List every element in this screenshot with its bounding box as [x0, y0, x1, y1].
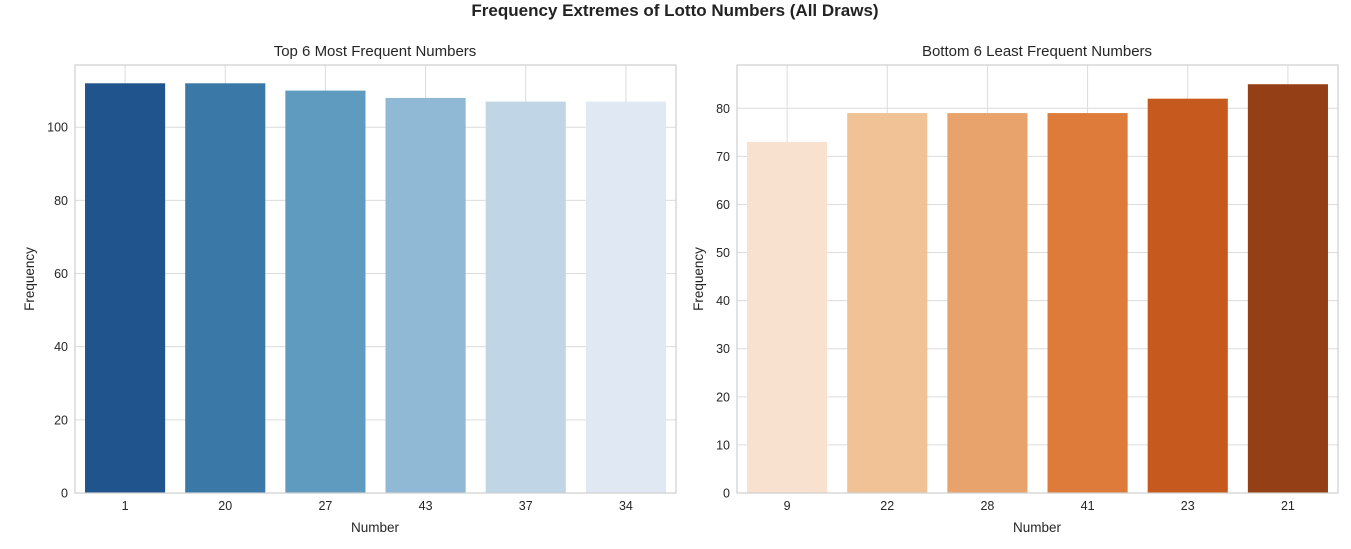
x-tick-label: 22 [880, 499, 894, 513]
bar [1047, 113, 1128, 493]
bar [385, 97, 466, 493]
x-tick-label: 37 [519, 499, 533, 513]
y-tick-label: 50 [716, 246, 730, 260]
chart-top-frequent: Top 6 Most Frequent Numbers 0 20 40 60 80 100… [22, 43, 677, 535]
y-tick-label: 80 [716, 102, 730, 116]
plot-frame [74, 64, 677, 494]
bar [185, 83, 266, 494]
y-tick-label: 10 [716, 438, 730, 452]
bars [747, 84, 1328, 494]
y-tick-label: 0 [61, 487, 68, 501]
bar [1247, 84, 1328, 493]
x-tick-label: 43 [419, 499, 433, 513]
y-tick-label: 100 [47, 121, 68, 135]
bar [747, 141, 828, 493]
x-tick-label: 23 [1181, 499, 1195, 513]
y-tick-label: 20 [54, 413, 68, 427]
y-axis-label: Frequency [691, 247, 706, 311]
y-tick-label: 40 [54, 340, 68, 354]
bar [585, 101, 666, 493]
y-tick-label: 20 [716, 390, 730, 404]
bar [1147, 98, 1228, 494]
x-tick-label: 41 [1081, 499, 1095, 513]
bar [847, 113, 928, 493]
bar [485, 101, 566, 493]
y-tick-label: 60 [716, 198, 730, 212]
x-tick-label: 34 [619, 499, 633, 513]
x-tick-label: 1 [122, 499, 129, 513]
chart-title: Bottom 6 Least Frequent Numbers [922, 43, 1152, 60]
y-tick-labels: 0 20 40 60 80 100 [47, 121, 68, 501]
bar [85, 83, 166, 494]
y-tick-label: 30 [716, 342, 730, 356]
x-tick-label: 20 [218, 499, 232, 513]
bar [285, 90, 366, 493]
x-tick-labels: 9 22 28 41 23 21 [784, 499, 1295, 513]
y-axis-label: Frequency [22, 247, 37, 311]
y-tick-label: 60 [54, 267, 68, 281]
y-tick-label: 80 [54, 194, 68, 208]
plot-frame [736, 64, 1339, 494]
figure-title: Frequency Extremes of Lotto Numbers (All… [471, 1, 878, 20]
bar [947, 113, 1028, 493]
x-tick-labels: 1 20 27 43 37 34 [122, 499, 633, 513]
x-tick-label: 27 [318, 499, 332, 513]
chart-title: Top 6 Most Frequent Numbers [274, 43, 477, 60]
y-tick-label: 0 [723, 487, 730, 501]
x-tick-label: 21 [1281, 499, 1295, 513]
y-tick-label: 70 [716, 150, 730, 164]
x-axis-label: Number [351, 520, 400, 535]
x-tick-label: 28 [980, 499, 994, 513]
x-axis-label: Number [1013, 520, 1062, 535]
y-tick-labels: 0 10 20 30 40 50 60 70 80 [716, 102, 730, 501]
x-tick-label: 9 [784, 499, 791, 513]
y-tick-label: 40 [716, 294, 730, 308]
chart-bottom-frequent: Bottom 6 Least Frequent Numbers 0 10 20 30 4… [691, 43, 1339, 535]
bars [85, 83, 666, 494]
